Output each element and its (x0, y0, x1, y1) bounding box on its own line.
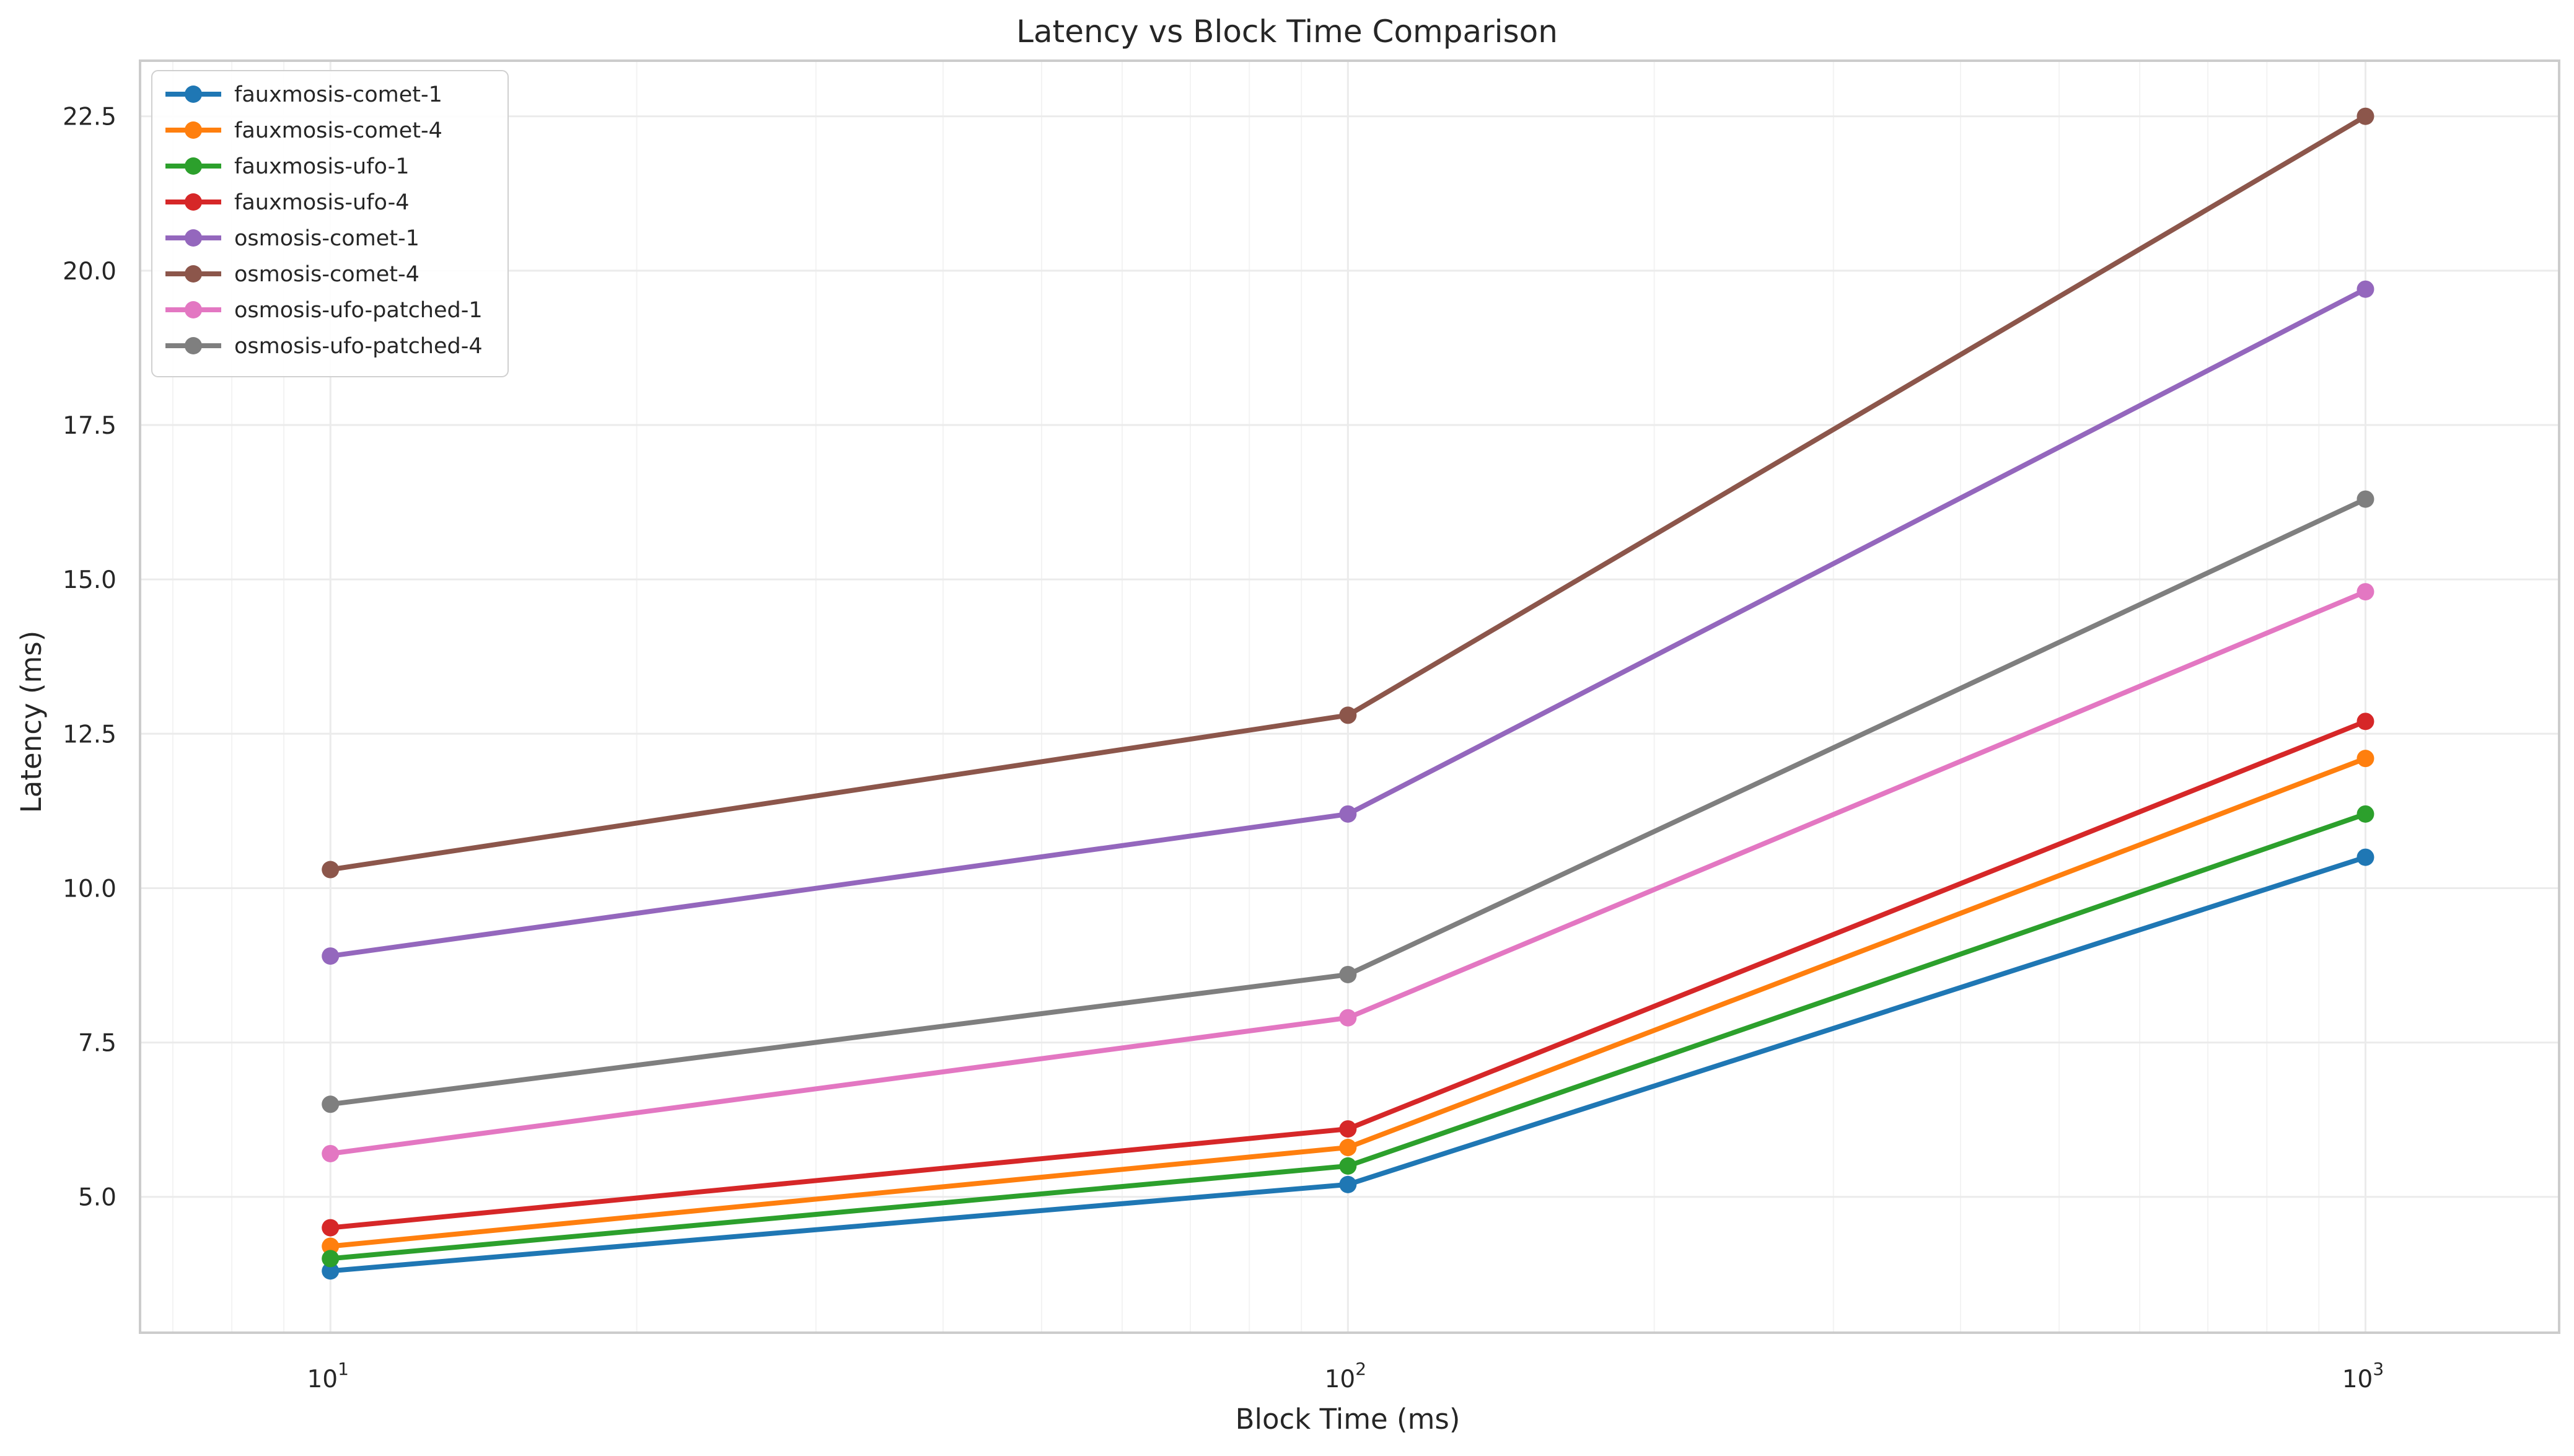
data-point (1339, 1120, 1357, 1138)
data-point (2357, 280, 2374, 298)
data-point (2357, 805, 2374, 823)
series-osmosis-comet-1 (322, 280, 2374, 965)
y-tick-label: 17.5 (63, 412, 116, 440)
legend-item: fauxmosis-ufo-4 (165, 190, 409, 215)
data-point (1339, 1139, 1357, 1157)
data-point (322, 1144, 340, 1162)
legend: fauxmosis-comet-1 fauxmosis-comet-4 fauxmo… (151, 70, 509, 377)
legend-swatch-marker (185, 229, 202, 247)
x-tick-base: 10 (2342, 1366, 2373, 1393)
data-point (322, 1095, 340, 1113)
series-osmosis-comet-4 (322, 107, 2374, 879)
data-point (2357, 848, 2374, 866)
legend-item: fauxmosis-comet-1 (165, 82, 442, 107)
data-point (1339, 1157, 1357, 1175)
legend-swatch-marker (185, 86, 202, 103)
data-point (322, 861, 340, 879)
x-tick-exponent: 3 (2373, 1359, 2384, 1379)
data-point (322, 1262, 340, 1280)
x-tick-label: 102 (1325, 1359, 1366, 1393)
x-tick-label: 103 (2342, 1359, 2384, 1393)
series-osmosis-ufo-patched-1 (322, 583, 2374, 1162)
y-axis-label: Latency (ms) (15, 631, 48, 814)
y-tick-label: 12.5 (63, 721, 116, 748)
y-tick-label: 5.0 (78, 1184, 116, 1212)
data-point (322, 1250, 340, 1268)
y-tick-label: 15.0 (63, 566, 116, 594)
data-point (322, 1237, 340, 1255)
data-point (1339, 1009, 1357, 1027)
y-tick-label: 10.0 (63, 875, 116, 903)
legend-label: fauxmosis-ufo-4 (234, 190, 409, 215)
series-fauxmosis-ufo-1 (322, 805, 2374, 1268)
series-fauxmosis-comet-4 (322, 750, 2374, 1255)
data-point (2357, 107, 2374, 125)
data-point (1339, 706, 1357, 724)
data-point (1339, 1175, 1357, 1193)
legend-item: fauxmosis-comet-4 (165, 118, 442, 143)
x-tick-label: 101 (307, 1359, 348, 1393)
data-point (2357, 713, 2374, 730)
legend-swatch-marker (185, 121, 202, 139)
y-tick-label: 7.5 (78, 1030, 116, 1058)
x-tick-exponent: 2 (1355, 1359, 1366, 1379)
data-point (322, 947, 340, 965)
data-point (322, 1219, 340, 1237)
legend-label: osmosis-ufo-patched-4 (234, 334, 483, 359)
legend-label: osmosis-comet-1 (234, 226, 419, 251)
legend-swatch-marker (185, 193, 202, 211)
legend-item: osmosis-ufo-patched-1 (165, 298, 483, 323)
legend-swatch-marker (185, 337, 202, 354)
y-tick-label: 20.0 (63, 258, 116, 286)
legend-swatch-marker (185, 265, 202, 283)
legend-item: fauxmosis-ufo-1 (165, 154, 409, 179)
x-tick-base: 10 (307, 1366, 338, 1393)
series-fauxmosis-comet-1 (322, 848, 2374, 1280)
legend-item: osmosis-comet-4 (165, 262, 419, 287)
data-point (1339, 805, 1357, 823)
legend-label: fauxmosis-comet-1 (234, 82, 442, 107)
legend-label: fauxmosis-ufo-1 (234, 154, 409, 179)
legend-swatch-marker (185, 157, 202, 175)
chart-title: Latency vs Block Time Comparison (1016, 14, 1558, 50)
legend-label: osmosis-comet-4 (234, 262, 419, 287)
x-tick-base: 10 (1325, 1366, 1356, 1393)
legend-label: osmosis-ufo-patched-1 (234, 298, 483, 323)
data-point (2357, 750, 2374, 768)
legend-swatch-marker (185, 301, 202, 318)
series-osmosis-ufo-patched-4 (322, 490, 2374, 1113)
data-point (2357, 490, 2374, 508)
series-fauxmosis-ufo-4 (322, 713, 2374, 1237)
legend-item: osmosis-ufo-patched-4 (165, 334, 483, 359)
data-point (1339, 965, 1357, 983)
x-tick-exponent: 1 (338, 1359, 349, 1379)
data-point (2357, 583, 2374, 601)
y-tick-label: 22.5 (63, 103, 116, 131)
plot-frame (139, 59, 2560, 1334)
legend-item: osmosis-comet-1 (165, 226, 419, 251)
legend-box (151, 70, 509, 377)
legend-label: fauxmosis-comet-4 (234, 118, 442, 143)
series-layer (322, 107, 2374, 1280)
x-axis-label: Block Time (ms) (1236, 1403, 1461, 1436)
